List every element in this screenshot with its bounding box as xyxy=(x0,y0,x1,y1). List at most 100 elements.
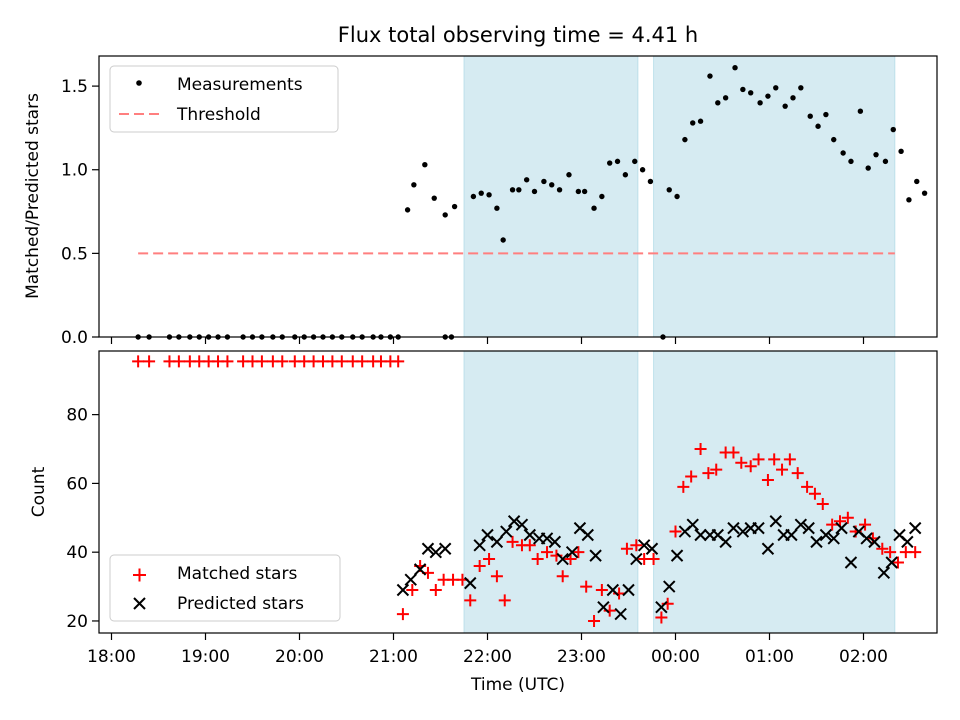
matched-star-point xyxy=(841,511,854,524)
x-tick-label: 02:00 xyxy=(839,647,888,667)
measurement-point xyxy=(914,178,920,185)
matched-star-point xyxy=(669,525,682,538)
matched-star-points xyxy=(132,355,922,627)
shaded-interval xyxy=(653,55,896,338)
predicted-star-point xyxy=(835,521,848,535)
matched-star-point xyxy=(580,580,593,593)
ratio-panel: 0.0 0.5 1.0 1.5 Matched/Predicted stars Mea… xyxy=(23,55,938,348)
matched-star-point xyxy=(752,453,765,466)
predicted-star-point xyxy=(901,535,914,549)
x-tick-label: 18:00 xyxy=(87,647,136,667)
measurement-point xyxy=(790,95,796,101)
predicted-star-point xyxy=(429,545,443,559)
matched-star-point xyxy=(702,467,715,480)
shaded-interval xyxy=(653,350,896,634)
predicted-star-point xyxy=(663,580,676,593)
predicted-star-point xyxy=(438,542,452,555)
y-axis-label-bottom: Count xyxy=(29,466,49,517)
measurement-point xyxy=(906,197,912,203)
y-tick-label: 0.5 xyxy=(61,244,88,264)
measurement-point xyxy=(647,178,654,185)
matched-star-point xyxy=(556,570,569,583)
predicted-star-point xyxy=(736,525,750,538)
matched-star-point xyxy=(483,553,496,566)
predicted-star-point xyxy=(645,542,659,555)
y-tick-label: 40 xyxy=(66,543,88,563)
matched-star-point xyxy=(335,355,348,368)
measurement-point xyxy=(722,95,729,101)
predicted-star-point xyxy=(565,545,579,559)
matched-star-point xyxy=(685,470,698,483)
measurement-point xyxy=(607,160,613,166)
predicted-star-point xyxy=(464,576,477,590)
measurement-point xyxy=(639,167,646,173)
predicted-star-point xyxy=(413,563,427,576)
predicted-star-point xyxy=(860,532,873,545)
legend-matched-label: Matched stars xyxy=(177,564,297,584)
legend-top: Measurements Threshold xyxy=(109,65,339,133)
legend-measurements-label: Measurements xyxy=(177,75,303,95)
predicted-star-point xyxy=(785,528,798,542)
measurement-point xyxy=(873,151,879,158)
matched-star-point xyxy=(172,355,185,368)
measurement-point xyxy=(478,190,484,196)
observing-windows xyxy=(463,350,896,634)
measurement-point xyxy=(404,207,411,213)
predicted-star-point xyxy=(802,521,815,535)
predicted-star-point xyxy=(794,518,808,531)
measurement-point xyxy=(823,111,829,118)
predicted-star-point xyxy=(490,535,504,549)
matched-star-point xyxy=(677,480,690,493)
measurement-point xyxy=(599,193,605,200)
matched-star-point xyxy=(464,594,477,607)
measurement-point xyxy=(715,100,721,106)
matched-star-point xyxy=(630,539,643,552)
measurement-point xyxy=(674,193,680,200)
predicted-star-point xyxy=(719,535,732,549)
legend-measurements-marker xyxy=(136,80,142,86)
matched-star-point xyxy=(356,355,369,368)
matched-star-point xyxy=(744,460,757,473)
predicted-star-point xyxy=(819,528,833,542)
x-axis-bottom: 18:00 19:00 20:00 21:00 22:00 23:00 00:00 01:00… xyxy=(87,633,888,667)
predicted-star-point xyxy=(810,535,823,549)
measurement-point xyxy=(890,126,896,133)
matched-star-point xyxy=(132,355,145,368)
predicted-star-point xyxy=(540,532,554,545)
y-tick-label: 80 xyxy=(66,406,88,426)
measurement-point xyxy=(765,93,771,99)
x-tick-label: 01:00 xyxy=(745,647,794,667)
predicted-star-point xyxy=(752,521,765,535)
matched-star-point xyxy=(891,556,904,569)
predicted-star-point xyxy=(481,528,494,542)
x-tick-label: 00:00 xyxy=(651,647,700,667)
matched-star-point xyxy=(392,355,405,368)
matched-star-point xyxy=(791,467,804,480)
measurement-point xyxy=(632,158,638,165)
y-tick-label: 60 xyxy=(66,474,88,494)
matched-star-point xyxy=(694,443,707,456)
legend-predicted-marker xyxy=(133,597,146,610)
matched-star-point xyxy=(655,611,668,624)
matched-star-point xyxy=(429,584,442,597)
measurement-point xyxy=(541,178,547,185)
matched-star-point xyxy=(735,456,748,469)
predicted-star-point xyxy=(622,583,635,597)
matched-star-point xyxy=(498,594,511,607)
predicted-star-point xyxy=(523,528,537,542)
measurement-points xyxy=(135,65,928,340)
measurement-point xyxy=(690,120,696,126)
matched-star-point xyxy=(783,453,796,466)
predicted-star-point xyxy=(637,539,651,552)
predicted-star-point xyxy=(769,515,782,528)
measurement-point xyxy=(815,123,821,129)
observing-windows xyxy=(463,55,896,338)
matched-star-point xyxy=(276,355,289,368)
predicted-star-point xyxy=(473,539,486,552)
x-tick-label: 21:00 xyxy=(369,647,418,667)
matched-star-point xyxy=(396,608,409,621)
predicted-star-point xyxy=(686,518,699,531)
matched-star-point xyxy=(620,542,633,555)
x-tick-label: 20:00 xyxy=(275,647,324,667)
